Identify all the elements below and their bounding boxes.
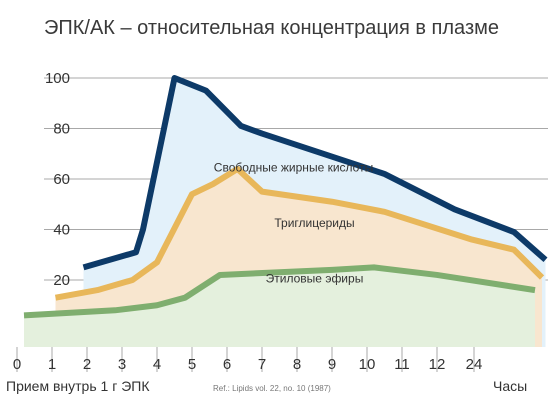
- series-label-2: Триглицериды: [274, 216, 354, 230]
- footer-label: Прием внутрь 1 г ЭПК: [6, 378, 150, 394]
- series-line-2: [54, 165, 545, 301]
- grid: [16, 77, 548, 372]
- x-tick-label: 0: [13, 356, 21, 373]
- x-tick-label: 12: [429, 356, 446, 373]
- x-tick-label: 24: [466, 356, 483, 373]
- x-tick-label: 5: [188, 356, 196, 373]
- x-tick-label: 2: [83, 356, 91, 373]
- series-labels: Свободные жирные кислоты Триглицериды Этил…: [214, 160, 373, 285]
- series-line-1: [82, 75, 548, 271]
- x-tick-label: 11: [394, 356, 410, 373]
- x-tick-label: 4: [153, 356, 161, 373]
- y-tick-label: 100: [45, 70, 70, 87]
- x-tick-label: 6: [223, 356, 231, 373]
- x-tick-label: 10: [359, 356, 376, 373]
- series-line-3: [23, 264, 536, 319]
- x-axis-ticks: 0 1 2 3 4 5 6 7 8 9 10 11 12 24: [13, 356, 483, 373]
- x-tick-label: 3: [118, 356, 126, 373]
- y-tick-label: 40: [53, 222, 70, 239]
- x-tick-label: 9: [328, 356, 336, 373]
- y-tick-label: 20: [53, 272, 70, 289]
- y-tick-label: 80: [53, 121, 70, 138]
- y-axis-ticks: 20 40 60 80 100: [45, 70, 70, 289]
- chart-title: ЭПК/АК – относительная концентрация в пл…: [44, 17, 499, 39]
- series-lines: [23, 75, 548, 319]
- reference-note: Ref.: Lipids vol. 22, no. 10 (1987): [213, 384, 331, 393]
- x-tick-label: 7: [258, 356, 266, 373]
- x-tick-label: 8: [293, 356, 301, 373]
- series-label-1: Свободные жирные кислоты: [214, 160, 373, 174]
- y-tick-label: 60: [53, 171, 70, 188]
- series-label-3: Этиловые эфиры: [266, 272, 364, 286]
- series-area-3: [24, 267, 535, 347]
- x-tick-label: 1: [48, 356, 56, 373]
- x-axis-label: Часы: [493, 378, 527, 394]
